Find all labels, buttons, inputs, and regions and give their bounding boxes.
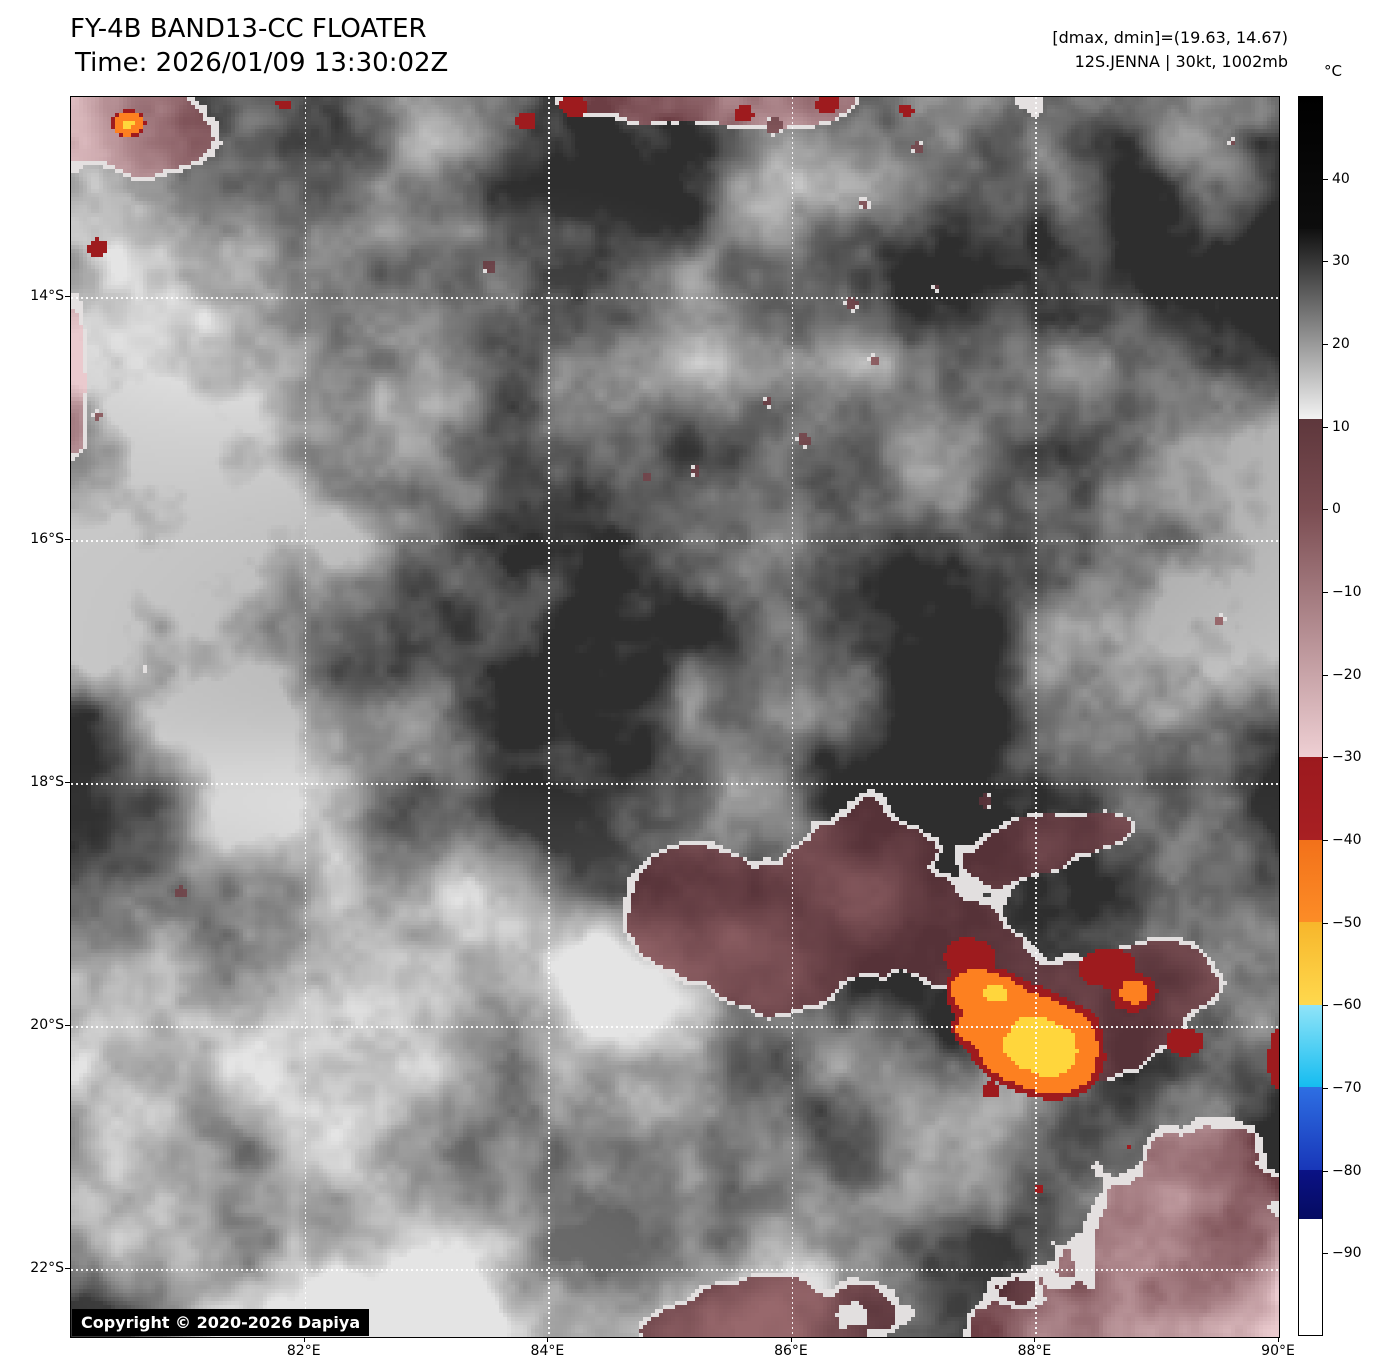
colorbar-tick [1323, 840, 1328, 841]
colorbar-tick-label: −30 [1332, 749, 1362, 766]
colorbar-unit-label: °C [1324, 62, 1342, 80]
x-axis-tick [547, 1337, 549, 1342]
colorbar-tick-label: 10 [1332, 418, 1350, 435]
y-axis-tick [65, 1025, 70, 1027]
satellite-image [71, 97, 1279, 1337]
colorbar-tick [1323, 509, 1328, 511]
colorbar-tick [1323, 1005, 1328, 1007]
colorbar-tick-label: −10 [1332, 584, 1362, 600]
colorbar-tick-label: −20 [1332, 666, 1362, 683]
colorbar-segment [1299, 1004, 1322, 1089]
copyright-badge: Copyright © 2020-2026 Dapiya [72, 1309, 370, 1336]
colorbar-tick-label: −80 [1332, 1162, 1362, 1179]
colorbar-tick [1323, 178, 1328, 180]
colorbar-tick-label: −50 [1332, 914, 1362, 931]
colorbar-segment [1299, 509, 1322, 759]
storm-info: 12S.JENNA | 30kt, 1002mb [1074, 52, 1288, 71]
x-axis-label: 88°E [1017, 1343, 1052, 1359]
y-axis-label: 16°S [30, 531, 64, 548]
colorbar-segment [1299, 97, 1322, 231]
colorbar-tick [1323, 344, 1328, 345]
timestamp: Time: 2026/01/09 13:30:02Z [75, 48, 449, 78]
gridline-vertical [791, 97, 794, 1337]
colorbar-tick-label: 20 [1332, 336, 1350, 352]
colorbar-tick [1323, 426, 1328, 428]
colorbar-tick [1323, 592, 1328, 593]
colorbar-segment [1299, 1219, 1322, 1335]
x-axis-tick [790, 1337, 792, 1342]
dmax-dmin-readout: [dmax, dmin]=(19.63, 14.67) [1052, 28, 1288, 47]
map-plot-area: Copyright © 2020-2026 Dapiya [70, 96, 1280, 1338]
colorbar-tick [1323, 1170, 1328, 1172]
x-axis-tick [303, 1337, 305, 1342]
product-title: FY-4B BAND13-CC FLOATER [70, 14, 427, 44]
gridline-layer [71, 97, 1279, 1337]
gridline-vertical [1035, 97, 1037, 1337]
colorbar-tick [1323, 1088, 1328, 1089]
y-axis-label: 18°S [30, 774, 64, 791]
colorbar-segment [1299, 1169, 1322, 1221]
colorbar-segment [1299, 418, 1322, 511]
colorbar-tick-label: 40 [1332, 170, 1350, 187]
x-axis-label: 82°E [286, 1343, 321, 1359]
y-axis-label: 20°S [30, 1017, 64, 1034]
y-axis-label: 14°S [30, 288, 64, 304]
x-axis-label: 86°E [774, 1343, 808, 1359]
x-axis-tick [1278, 1337, 1279, 1342]
colorbar [1298, 96, 1323, 1336]
header-right-info: [dmax, dmin]=(19.63, 14.67) 12S.JENNA | … [1052, 26, 1288, 74]
x-axis-label: 84°E [530, 1343, 565, 1359]
colorbar-segment [1299, 922, 1322, 1007]
colorbar-tick-label: −40 [1332, 832, 1362, 848]
gridline-horizontal [71, 540, 1279, 542]
colorbar-tick-label: −60 [1332, 997, 1362, 1014]
colorbar-tick-label: 0 [1332, 501, 1341, 518]
y-axis-tick [65, 782, 70, 784]
colorbar-tick [1323, 922, 1328, 924]
colorbar-segment [1299, 839, 1322, 924]
colorbar-tick [1323, 757, 1328, 759]
y-axis-tick [65, 539, 70, 541]
colorbar-tick-label: −90 [1332, 1245, 1362, 1262]
y-axis-tick [65, 1268, 70, 1270]
colorbar-tick [1323, 674, 1328, 676]
gridline-horizontal [71, 783, 1279, 785]
y-axis-tick [65, 296, 70, 297]
y-axis-label: 22°S [30, 1260, 64, 1277]
colorbar-segment [1299, 229, 1322, 421]
colorbar-tick-label: 30 [1332, 253, 1350, 270]
x-axis-tick [1034, 1337, 1036, 1342]
gridline-vertical [304, 97, 307, 1337]
gridline-vertical [548, 97, 550, 1337]
gridline-horizontal [71, 1269, 1279, 1271]
colorbar-tick [1323, 1253, 1328, 1255]
colorbar-segment [1299, 1087, 1322, 1172]
gridline-horizontal [71, 1026, 1279, 1028]
colorbar-segment [1299, 757, 1322, 842]
gridline-horizontal [71, 297, 1279, 299]
colorbar-tick-label: −70 [1332, 1080, 1362, 1096]
x-axis-label: 90°E [1261, 1343, 1295, 1359]
colorbar-tick [1323, 261, 1328, 263]
